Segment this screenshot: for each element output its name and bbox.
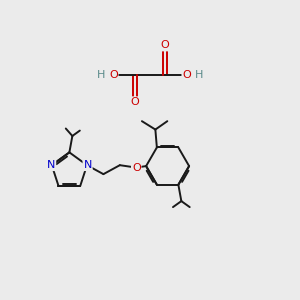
Text: O: O [131, 97, 140, 107]
Text: H: H [195, 70, 203, 80]
Text: O: O [160, 40, 169, 50]
Text: O: O [109, 70, 118, 80]
Text: H: H [97, 70, 105, 80]
Text: N: N [47, 160, 56, 170]
Text: O: O [132, 163, 141, 172]
Text: O: O [182, 70, 191, 80]
Text: N: N [83, 160, 92, 170]
